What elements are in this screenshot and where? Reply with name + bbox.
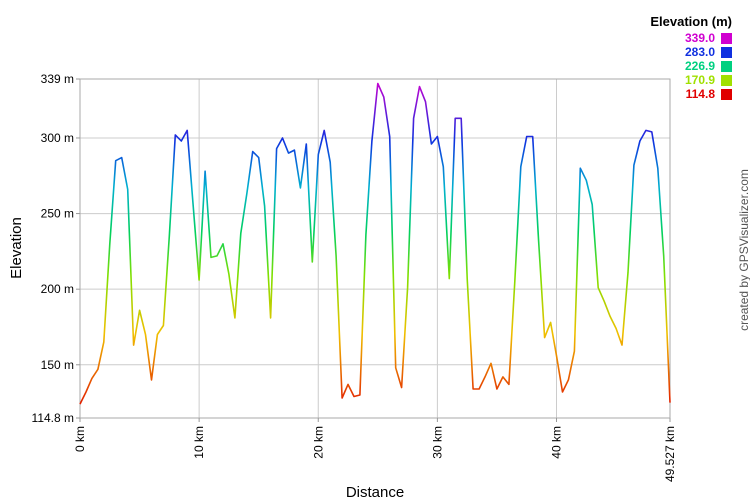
legend-title: Elevation (m): [650, 14, 732, 29]
x-axis-ticks: 0 km 10 km 20 km 30 km 40 km 49.527 km: [73, 418, 677, 482]
legend-entry: 283.0: [650, 45, 732, 59]
y-axis-label: Elevation: [8, 217, 25, 279]
y-tick-label: 114.8 m: [32, 411, 74, 425]
x-tick-label: 20 km: [311, 426, 325, 459]
elevation-series-line: [79, 82, 671, 405]
legend-entry-label: 170.9: [684, 73, 715, 87]
x-tick-label: 0 km: [73, 426, 87, 452]
legend: Elevation (m) 339.0 283.0 226.9 170.9 114.8: [650, 14, 732, 101]
legend-entries: 339.0 283.0 226.9 170.9 114.8: [650, 31, 732, 101]
x-axis-label: Distance: [346, 484, 404, 500]
legend-entry: 114.8: [650, 87, 732, 101]
x-tick-label: 49.527 km: [663, 426, 677, 482]
y-tick-label: 339 m: [41, 72, 74, 86]
legend-entry: 170.9: [650, 73, 732, 87]
legend-entry-label: 283.0: [684, 45, 715, 59]
legend-swatch: [721, 32, 732, 44]
x-tick-label: 40 km: [550, 426, 564, 459]
legend-swatch: [721, 60, 732, 72]
x-tick-label: 30 km: [430, 426, 444, 459]
y-tick-label: 200 m: [41, 282, 74, 296]
legend-entry: 339.0: [650, 31, 732, 45]
legend-entry-label: 226.9: [684, 59, 715, 73]
y-axis-ticks: 114.8 m 150 m 200 m 250 m 300 m 339 m: [32, 72, 80, 425]
legend-swatch: [721, 88, 732, 100]
legend-entry-label: 339.0: [684, 31, 715, 45]
y-tick-label: 300 m: [41, 131, 74, 145]
legend-entry-label: 114.8: [685, 87, 715, 101]
legend-swatch: [721, 46, 732, 58]
y-tick-label: 250 m: [41, 207, 74, 221]
legend-entry: 226.9: [650, 59, 732, 73]
y-tick-label: 150 m: [41, 358, 74, 372]
plot-border: [79, 78, 671, 419]
x-tick-label: 10 km: [192, 426, 206, 459]
credit-text: created by GPSVisualizer.com: [737, 169, 750, 331]
legend-swatch: [721, 74, 732, 86]
